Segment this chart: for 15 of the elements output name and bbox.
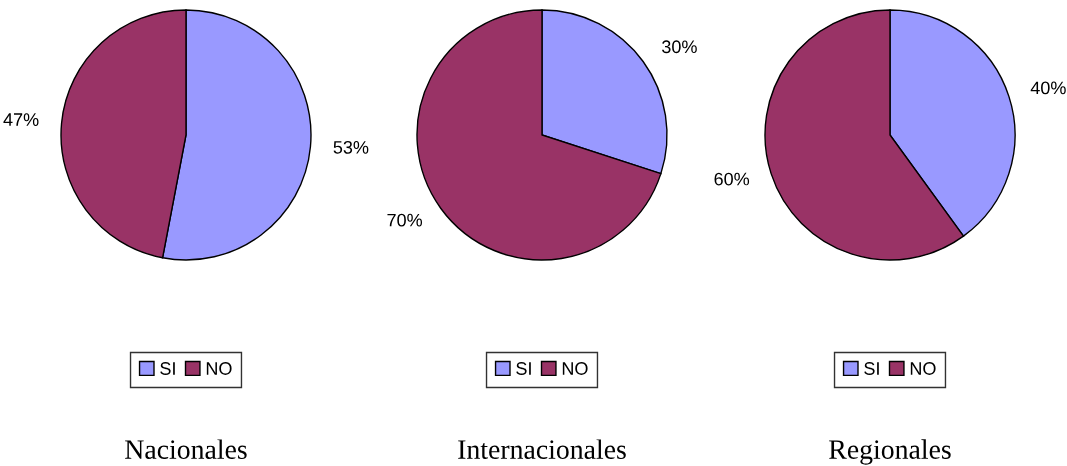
legend-label: NO [206, 362, 232, 375]
data-label: 60% [714, 172, 750, 186]
data-label: 53% [333, 140, 369, 154]
legend-label: SI [160, 362, 175, 375]
data-label: 40% [1030, 81, 1066, 95]
legend-label: NO [562, 362, 588, 375]
data-label: 70% [387, 213, 423, 227]
text: Internacionales [458, 439, 626, 459]
data-label: 47% [3, 113, 39, 126]
legend-label: SI [864, 362, 879, 375]
legend-label: SI [516, 362, 531, 375]
data-label: 30% [662, 40, 697, 54]
legend-label: NO [910, 362, 936, 375]
text: Regionales [829, 439, 951, 465]
text: Nacionales [125, 439, 247, 459]
